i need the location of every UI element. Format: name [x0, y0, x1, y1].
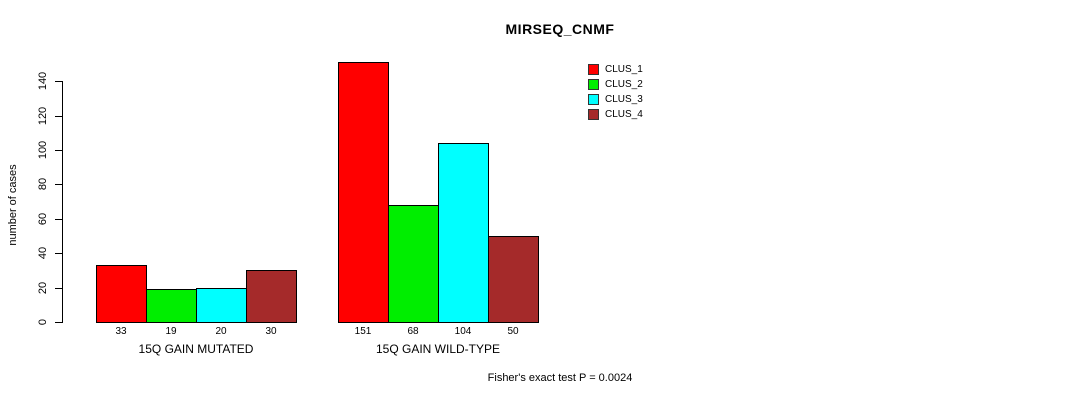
y-tick-mark: [55, 150, 62, 151]
bar-clus_4-group2: [488, 236, 539, 323]
bar-clus_3-group1: [196, 287, 247, 323]
y-tick-mark: [55, 253, 62, 255]
y-tick-label: 80: [37, 178, 49, 191]
y-tick-label: 120: [37, 106, 49, 125]
y-tick-mark: [55, 184, 62, 186]
legend-row: CLUS_4: [588, 107, 643, 122]
y-tick-label: 60: [37, 212, 49, 225]
legend-row: CLUS_1: [588, 62, 643, 77]
bar-value-label: 19: [165, 326, 177, 337]
bar-clus_2-group2: [388, 205, 439, 323]
legend-row: CLUS_2: [588, 77, 643, 92]
y-tick-mark: [55, 322, 62, 323]
bar-value-label: 30: [265, 326, 277, 337]
bar-value-label: 50: [507, 326, 519, 337]
legend-label: CLUS_2: [605, 79, 643, 90]
bar-value-label: 151: [354, 326, 372, 337]
bar-value-label: 104: [454, 326, 472, 337]
y-tick-mark: [55, 218, 62, 220]
bar-value-label: 68: [407, 326, 419, 337]
y-axis-title: number of cases: [7, 164, 19, 246]
legend-label: CLUS_4: [605, 109, 643, 120]
bar-clus_1-group2: [338, 62, 389, 323]
y-tick-label: 140: [37, 72, 49, 91]
legend-swatch-clus_1: [588, 64, 599, 75]
y-tick-label: 20: [37, 281, 49, 294]
legend-swatch-clus_3: [588, 94, 599, 105]
bar-value-label: 20: [215, 326, 227, 337]
legend: CLUS_1 CLUS_2 CLUS_3 CLUS_4: [588, 62, 643, 122]
stat-annotation: Fisher's exact test P = 0.0024: [487, 372, 633, 384]
bar-clus_3-group2: [438, 143, 489, 323]
y-tick-mark: [55, 287, 62, 289]
chart-title: MIRSEQ_CNMF: [505, 21, 615, 37]
y-tick-mark: [55, 115, 62, 117]
y-tick-label: 40: [37, 247, 49, 260]
legend-swatch-clus_2: [588, 79, 599, 90]
group-label: 15Q GAIN WILD-TYPE: [375, 342, 501, 356]
bar-value-label: 33: [115, 326, 127, 337]
legend-label: CLUS_3: [605, 94, 643, 105]
bar-clus_2-group1: [146, 289, 197, 323]
legend-row: CLUS_3: [588, 92, 643, 107]
bar-clus_1-group1: [96, 265, 147, 323]
y-tick-label: 0: [37, 318, 49, 326]
y-tick-label: 100: [37, 140, 49, 160]
bar-clus_4-group1: [246, 270, 297, 323]
y-axis-line: [62, 81, 63, 323]
y-tick-mark: [55, 81, 62, 83]
legend-swatch-clus_4: [588, 109, 599, 120]
group-label: 15Q GAIN MUTATED: [138, 342, 254, 356]
legend-label: CLUS_1: [605, 64, 643, 75]
